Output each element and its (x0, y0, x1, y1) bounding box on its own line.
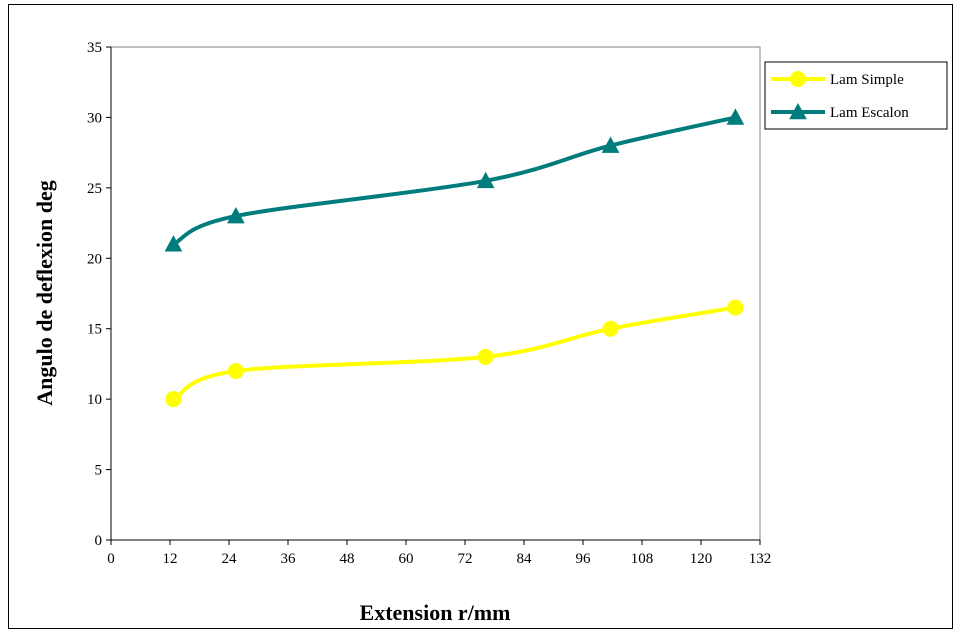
x-axis: 0 12 24 36 48 60 72 84 96 108 120 132 (107, 539, 772, 567)
legend-item-lam-simple: Lam Simple (771, 71, 904, 88)
y-tick-label: 20 (87, 251, 102, 267)
data-point-lam-escalon (227, 206, 245, 224)
y-axis: 0 5 10 15 20 25 30 35 (87, 40, 112, 549)
x-tick-label: 120 (690, 551, 713, 567)
x-tick-label: 132 (749, 551, 772, 567)
x-tick-label: 24 (222, 551, 238, 567)
y-tick-label: 0 (95, 533, 103, 549)
x-tick-label: 96 (576, 551, 592, 567)
y-tick-label: 10 (87, 392, 102, 408)
data-point-lam-escalon (476, 171, 495, 189)
legend: Lam Simple Lam Escalon (764, 61, 948, 130)
x-tick-label: 60 (399, 551, 414, 567)
y-tick-label: 5 (95, 463, 103, 479)
x-tick-label: 84 (517, 551, 533, 567)
y-tick-label: 35 (87, 40, 102, 56)
series-lam-simple (165, 299, 744, 408)
legend-label-lam-escalon: Lam Escalon (830, 105, 909, 121)
x-tick-label: 12 (163, 551, 178, 567)
legend-marker-lam-escalon (789, 102, 807, 120)
data-point-lam-simple (227, 362, 244, 379)
data-point-lam-escalon (164, 235, 183, 252)
legend-marker-lam-simple (790, 71, 806, 87)
plot-area (110, 46, 761, 541)
x-tick-label: 36 (281, 551, 297, 567)
data-point-lam-simple (165, 391, 182, 408)
x-tick-label: 72 (458, 551, 473, 567)
series-lam-escalon (164, 108, 745, 252)
y-axis-title: Angulo de deflexion deg (32, 180, 57, 406)
y-tick-label: 25 (87, 181, 102, 197)
y-tick-label: 30 (87, 110, 102, 126)
x-tick-label: 48 (340, 551, 355, 567)
data-point-lam-escalon (601, 136, 620, 153)
data-point-lam-simple (727, 299, 744, 316)
data-point-lam-escalon (726, 108, 745, 125)
y-tick-label: 15 (87, 322, 102, 338)
series-layer (164, 108, 745, 408)
x-axis-title: Extension r/mm (360, 600, 511, 625)
data-point-lam-simple (602, 320, 619, 337)
x-tick-label: 0 (107, 551, 115, 567)
legend-item-lam-escalon: Lam Escalon (771, 102, 909, 121)
x-tick-label: 108 (631, 551, 654, 567)
legend-label-lam-simple: Lam Simple (830, 72, 904, 88)
data-point-lam-simple (477, 348, 494, 365)
